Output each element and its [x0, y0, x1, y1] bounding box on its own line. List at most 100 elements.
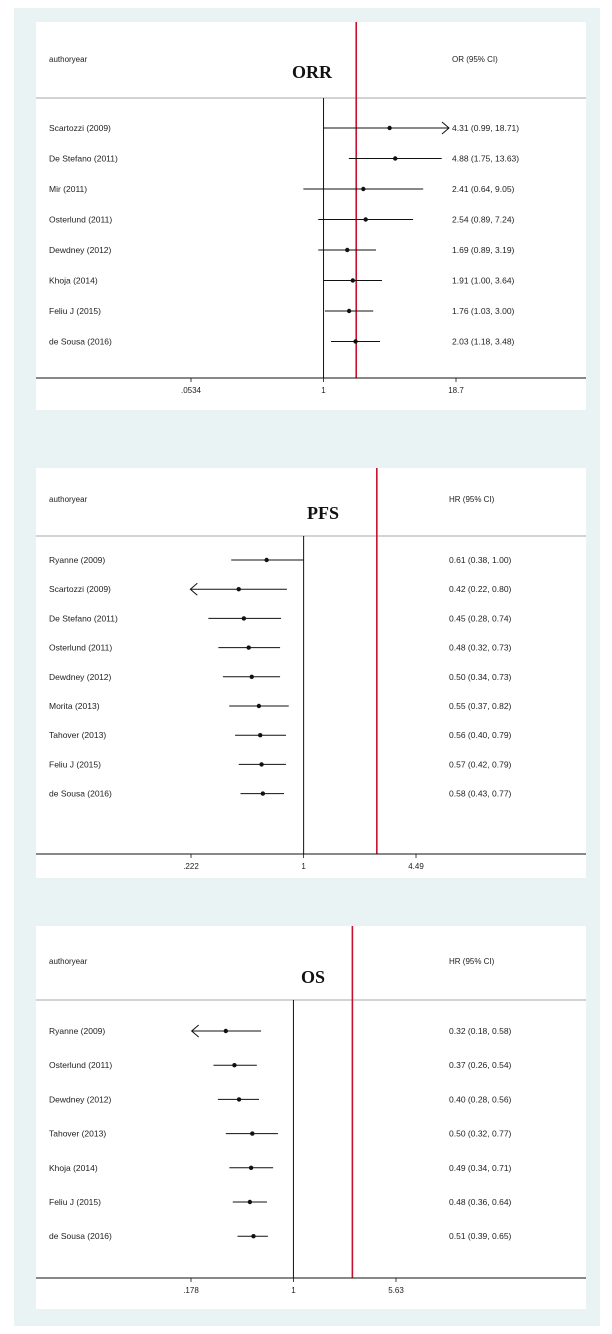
x-tick-label: .178 [183, 1286, 199, 1295]
study-label: Dewdney (2012) [49, 245, 112, 255]
point-estimate [236, 1097, 242, 1102]
effect-estimate-label: 2.41 (0.64, 9.05) [452, 184, 515, 194]
effect-estimate-label: 0.40 (0.28, 0.56) [449, 1094, 512, 1104]
point-estimate [346, 308, 352, 314]
point-estimate [260, 791, 266, 796]
effect-estimate-label: 1.76 (1.03, 3.00) [452, 306, 515, 316]
study-column-header: authoryear [49, 55, 88, 64]
point-estimate [361, 186, 366, 192]
effect-estimate-label: 0.55 (0.37, 0.82) [449, 701, 512, 711]
study-label: Scartozzi (2009) [49, 584, 111, 594]
study-label: De Stefano (2011) [49, 154, 118, 164]
forest-plot-os: authoryear HR (95% CI) OS Ryanne (2009) 0.32… [36, 926, 586, 1295]
effect-estimate-label: 1.69 (0.89, 3.19) [452, 245, 515, 255]
study-label: Dewdney (2012) [49, 672, 112, 682]
study-label: Feliu J (2015) [49, 1197, 101, 1207]
effect-estimate-label: 0.48 (0.32, 0.73) [449, 643, 512, 653]
effect-estimate-label: 2.03 (1.18, 3.48) [452, 337, 515, 347]
x-tick-label: 1 [321, 386, 326, 395]
x-tick-label: .222 [183, 862, 199, 871]
forest-panel-os: authoryear HR (95% CI) OS Ryanne (2009) 0.32… [36, 926, 586, 1309]
study-label: Dewdney (2012) [49, 1094, 112, 1104]
chart-title-pfs: PFS [307, 503, 339, 523]
study-label: Feliu J (2015) [49, 759, 101, 769]
study-label: Osterlund (2011) [49, 1060, 112, 1070]
point-estimate [345, 247, 350, 253]
effect-estimate-label: 0.61 (0.38, 1.00) [449, 555, 512, 565]
x-tick-label: 1 [291, 1286, 296, 1295]
point-estimate [247, 1199, 253, 1205]
effect-estimate-label: 1.91 (1.00, 3.64) [452, 276, 515, 286]
study-label: Mir (2011) [49, 184, 87, 194]
point-estimate [251, 1234, 256, 1239]
point-estimate [258, 733, 263, 738]
study-label: de Sousa (2016) [49, 337, 112, 347]
effect-estimate-label: 0.42 (0.22, 0.80) [449, 584, 512, 594]
effect-estimate-label: 0.50 (0.34, 0.73) [449, 672, 512, 682]
effect-estimate-label: 4.31 (0.99, 18.71) [452, 123, 519, 133]
study-label: Osterlund (2011) [49, 643, 112, 653]
forest-panel-orr: authoryear OR (95% CI) ORR Scartozzi (2009)… [36, 22, 586, 410]
study-label: Khoja (2014) [49, 1163, 98, 1173]
forest-plot-orr: authoryear OR (95% CI) ORR Scartozzi (2009)… [36, 22, 586, 395]
study-label: Ryanne (2009) [49, 555, 105, 565]
effect-estimate-label: 0.45 (0.28, 0.74) [449, 613, 512, 623]
effect-column-header: HR (95% CI) [449, 495, 495, 504]
x-tick-label: 4.49 [408, 862, 424, 871]
effect-estimate-label: 0.56 (0.40, 0.79) [449, 730, 512, 740]
point-estimate [232, 1063, 237, 1068]
forest-plot-figure: authoryear OR (95% CI) ORR Scartozzi (2009)… [14, 8, 600, 1326]
effect-column-header: HR (95% CI) [449, 957, 495, 966]
point-estimate [264, 557, 269, 563]
x-tick-label: 5.63 [388, 1286, 404, 1295]
effect-estimate-label: 0.48 (0.36, 0.64) [449, 1197, 512, 1207]
study-label: De Stefano (2011) [49, 613, 118, 623]
effect-estimate-label: 0.50 (0.32, 0.77) [449, 1129, 512, 1139]
point-estimate [248, 1165, 254, 1170]
effect-estimate-label: 4.88 (1.75, 13.63) [452, 154, 519, 164]
point-estimate [363, 217, 368, 222]
point-estimate [353, 339, 358, 344]
point-estimate [249, 674, 254, 679]
forest-panel-pfs: authoryear HR (95% CI) PFS Ryanne (2009) 0.6… [36, 468, 586, 878]
ci-arrow-right [441, 121, 450, 135]
point-estimate [246, 645, 251, 650]
study-column-header: authoryear [49, 957, 88, 966]
study-label: Khoja (2014) [49, 276, 98, 286]
chart-title-orr: ORR [292, 62, 333, 82]
point-estimate [350, 278, 356, 283]
study-label: Tahover (2013) [49, 1129, 106, 1139]
study-label: Ryanne (2009) [49, 1026, 105, 1036]
study-label: Morita (2013) [49, 701, 100, 711]
effect-column-header: OR (95% CI) [452, 55, 498, 64]
effect-estimate-label: 0.32 (0.18, 0.58) [449, 1026, 512, 1036]
study-column-header: authoryear [49, 495, 88, 504]
point-estimate [241, 616, 247, 621]
effect-estimate-label: 2.54 (0.89, 7.24) [452, 215, 515, 225]
ci-arrow-left [190, 1024, 199, 1038]
point-estimate [256, 703, 262, 709]
study-label: de Sousa (2016) [49, 789, 112, 799]
point-estimate [250, 1131, 255, 1136]
point-estimate [236, 587, 241, 592]
point-estimate [387, 125, 392, 131]
ci-arrow-left [189, 582, 198, 596]
chart-title-os: OS [301, 967, 325, 987]
effect-estimate-label: 0.57 (0.42, 0.79) [449, 759, 512, 769]
study-label: Osterlund (2011) [49, 215, 112, 225]
x-tick-label: 18.7 [448, 386, 464, 395]
study-label: Scartozzi (2009) [49, 123, 111, 133]
study-label: de Sousa (2016) [49, 1231, 112, 1241]
forest-plot-pfs: authoryear HR (95% CI) PFS Ryanne (2009) 0.6… [36, 468, 586, 871]
point-estimate [393, 156, 398, 161]
study-label: Feliu J (2015) [49, 306, 101, 316]
effect-estimate-label: 0.49 (0.34, 0.71) [449, 1163, 512, 1173]
study-label: Tahover (2013) [49, 730, 106, 740]
effect-estimate-label: 0.58 (0.43, 0.77) [449, 789, 512, 799]
x-tick-label: .0534 [181, 386, 202, 395]
point-estimate [259, 762, 264, 767]
x-tick-label: 1 [301, 862, 306, 871]
point-estimate [223, 1028, 229, 1034]
effect-estimate-label: 0.51 (0.39, 0.65) [449, 1231, 512, 1241]
effect-estimate-label: 0.37 (0.26, 0.54) [449, 1060, 512, 1070]
